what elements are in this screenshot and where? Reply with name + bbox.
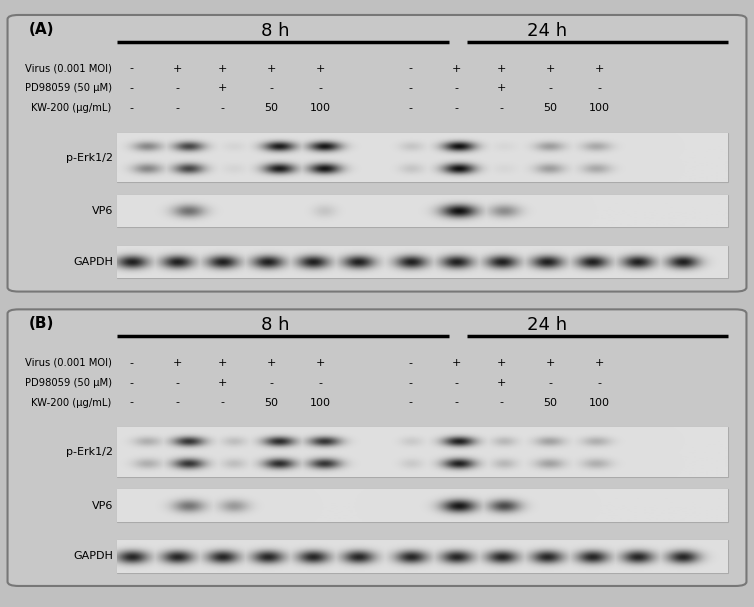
Text: KW-200 (μg/mL): KW-200 (μg/mL)	[32, 103, 112, 113]
Text: 24 h: 24 h	[526, 22, 567, 40]
Text: +: +	[497, 358, 506, 368]
FancyBboxPatch shape	[8, 15, 746, 291]
Text: +: +	[218, 64, 227, 73]
Text: +: +	[218, 83, 227, 93]
Text: 8 h: 8 h	[261, 316, 290, 334]
Text: +: +	[497, 83, 506, 93]
Text: -: -	[175, 398, 179, 407]
Text: -: -	[130, 64, 134, 73]
Text: +: +	[595, 64, 604, 73]
Text: PD98059 (50 μM): PD98059 (50 μM)	[25, 378, 112, 388]
Text: GAPDH: GAPDH	[73, 257, 113, 267]
Text: -: -	[409, 103, 413, 113]
Text: (B): (B)	[29, 316, 54, 331]
Text: Virus (0.001 MOI): Virus (0.001 MOI)	[25, 64, 112, 73]
Text: Virus (0.001 MOI): Virus (0.001 MOI)	[25, 358, 112, 368]
Text: -: -	[318, 83, 323, 93]
Text: -: -	[597, 83, 602, 93]
Text: KW-200 (μg/mL): KW-200 (μg/mL)	[32, 398, 112, 407]
Text: -: -	[409, 83, 413, 93]
Text: -: -	[175, 83, 179, 93]
Text: -: -	[130, 358, 134, 368]
Text: +: +	[497, 64, 506, 73]
Text: -: -	[269, 378, 274, 388]
Text: GAPDH: GAPDH	[73, 551, 113, 561]
Text: -: -	[409, 358, 413, 368]
Text: -: -	[409, 398, 413, 407]
Text: -: -	[130, 103, 134, 113]
Text: -: -	[454, 398, 458, 407]
Text: +: +	[173, 64, 182, 73]
Text: +: +	[267, 64, 276, 73]
Text: +: +	[452, 64, 461, 73]
Bar	[117, 427, 728, 476]
Text: 100: 100	[310, 398, 331, 407]
Text: +: +	[316, 358, 325, 368]
Text: -: -	[548, 83, 553, 93]
Text: (A): (A)	[29, 22, 54, 37]
Text: -: -	[318, 378, 323, 388]
Text: -: -	[454, 103, 458, 113]
Text: 50: 50	[544, 103, 557, 113]
Text: p-Erk1/2: p-Erk1/2	[66, 152, 113, 163]
Text: +: +	[452, 358, 461, 368]
Bar	[117, 246, 728, 278]
Text: +: +	[218, 358, 227, 368]
Text: -: -	[130, 398, 134, 407]
Bar	[117, 540, 728, 572]
Text: VP6: VP6	[92, 501, 113, 510]
Text: 100: 100	[589, 103, 610, 113]
Text: 24 h: 24 h	[526, 316, 567, 334]
Text: 50: 50	[265, 103, 278, 113]
Text: -: -	[597, 378, 602, 388]
Text: p-Erk1/2: p-Erk1/2	[66, 447, 113, 457]
Text: -: -	[409, 378, 413, 388]
Text: -: -	[220, 103, 225, 113]
Text: -: -	[499, 398, 504, 407]
Text: 100: 100	[310, 103, 331, 113]
Text: VP6: VP6	[92, 206, 113, 216]
Text: 100: 100	[589, 398, 610, 407]
Text: -: -	[175, 103, 179, 113]
Bar	[117, 133, 728, 182]
Text: 50: 50	[265, 398, 278, 407]
Text: -: -	[409, 64, 413, 73]
Text: -: -	[454, 83, 458, 93]
FancyBboxPatch shape	[8, 310, 746, 586]
Text: +: +	[316, 64, 325, 73]
Text: +: +	[546, 64, 555, 73]
Text: -: -	[175, 378, 179, 388]
Text: -: -	[130, 378, 134, 388]
Text: +: +	[173, 358, 182, 368]
Bar	[117, 489, 728, 522]
Text: -: -	[220, 398, 225, 407]
Text: +: +	[218, 378, 227, 388]
Text: -: -	[548, 378, 553, 388]
Text: 50: 50	[544, 398, 557, 407]
Text: +: +	[267, 358, 276, 368]
Text: -: -	[454, 378, 458, 388]
Text: -: -	[499, 103, 504, 113]
Text: +: +	[595, 358, 604, 368]
Text: -: -	[130, 83, 134, 93]
Bar	[117, 195, 728, 228]
Text: +: +	[546, 358, 555, 368]
Text: -: -	[269, 83, 274, 93]
Text: +: +	[497, 378, 506, 388]
Text: 8 h: 8 h	[261, 22, 290, 40]
Text: PD98059 (50 μM): PD98059 (50 μM)	[25, 83, 112, 93]
